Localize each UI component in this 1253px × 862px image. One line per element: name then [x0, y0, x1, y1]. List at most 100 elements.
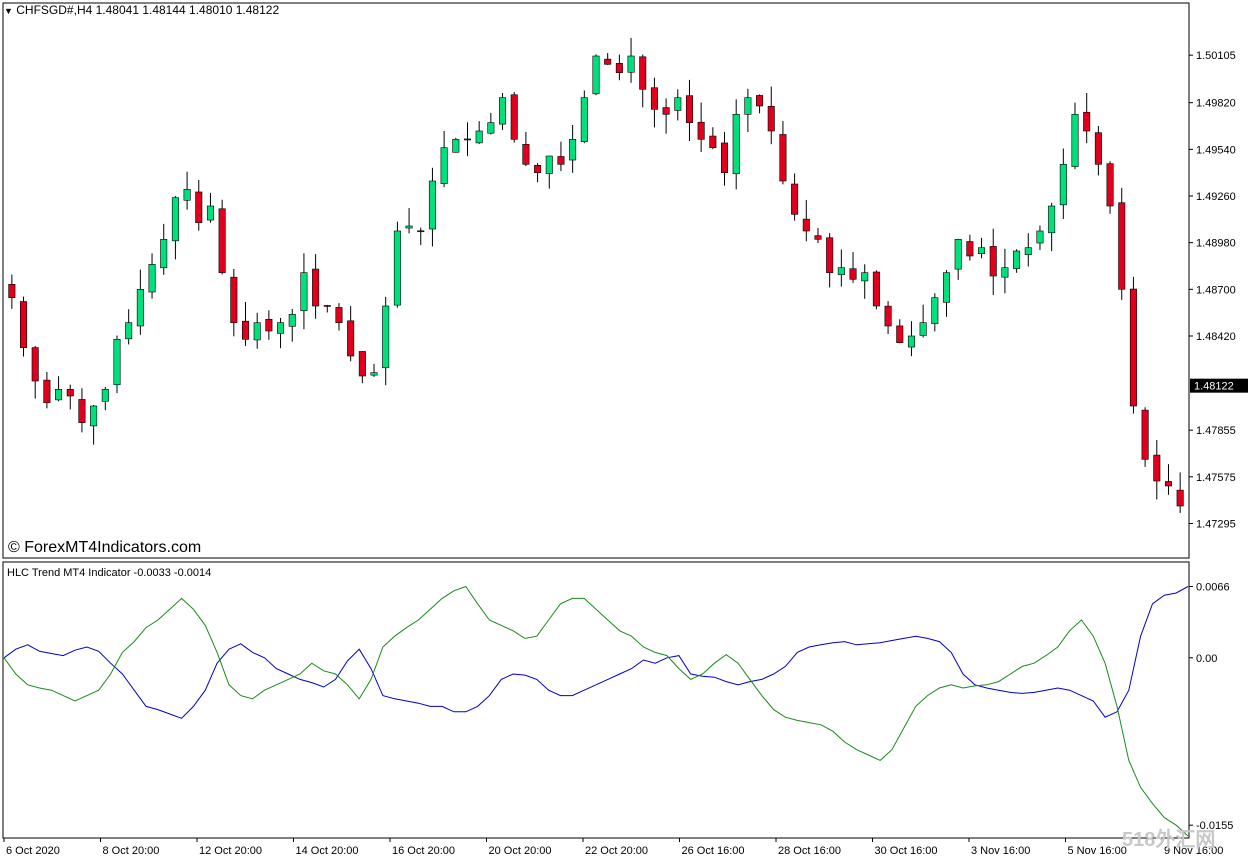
indicator-tick-label: 0.0066 [1196, 582, 1230, 594]
bull-candle [627, 55, 635, 73]
watermark: © ForexMT4Indicators.com [8, 539, 201, 556]
bear-candle [767, 106, 775, 132]
blue-indicator-line [3, 586, 1189, 719]
bull-candle [475, 130, 483, 144]
price-tick-label: 1.49540 [1196, 144, 1236, 156]
triangle-down-icon[interactable]: ▼ [4, 6, 13, 16]
bear-candle [966, 241, 974, 257]
bull-candle [1059, 164, 1067, 206]
bear-candle [31, 347, 39, 382]
bull-candle [113, 339, 121, 386]
indicator-title: HLC Trend MT4 Indicator -0.0033 -0.0014 [7, 567, 211, 579]
bull-candle [452, 139, 460, 153]
bear-candle [849, 268, 857, 280]
bull-candle [125, 322, 133, 340]
bear-candle [872, 271, 880, 307]
bull-candle [405, 225, 413, 229]
bull-candle [942, 272, 951, 303]
bear-candle [989, 246, 997, 277]
chart-header: ▼ CHFSGD#,H4 1.48041 1.48144 1.48010 1.4… [4, 3, 279, 17]
bull-candle [90, 405, 98, 427]
bear-candle [463, 138, 471, 141]
bull-candle [148, 264, 156, 293]
time-tick-label: 14 Oct 20:00 [296, 845, 359, 857]
bear-candle [417, 230, 425, 233]
bear-candle [779, 134, 787, 182]
bull-candle [206, 205, 214, 221]
time-tick-label: 12 Oct 20:00 [199, 845, 262, 857]
bear-candle [1153, 454, 1161, 482]
bull-candle [487, 122, 495, 134]
indicator-lines [3, 585, 1189, 837]
bear-candle [1164, 481, 1172, 487]
current-price-box [1190, 378, 1248, 393]
bear-candle [335, 307, 343, 323]
bull-candle [1024, 247, 1032, 255]
bull-candle [1036, 230, 1044, 244]
bull-candle [382, 305, 390, 369]
bull-candle [1071, 114, 1079, 167]
bear-candle [1106, 163, 1114, 207]
green-indicator-line [3, 585, 1189, 837]
bear-candle [709, 135, 717, 148]
bear-candle [230, 276, 238, 323]
time-tick-label: 6 Oct 2020 [6, 845, 60, 857]
bull-candle [592, 55, 600, 95]
bull-candle [101, 389, 109, 402]
bear-candle [756, 95, 764, 107]
bear-candle [826, 237, 834, 273]
price-tick-label: 1.47295 [1196, 519, 1236, 531]
price-tick-label: 1.48420 [1196, 331, 1236, 343]
candles [8, 37, 1184, 513]
bull-candle [55, 389, 63, 401]
bull-candle [136, 289, 144, 327]
bull-candle [300, 272, 308, 312]
bear-candle [896, 325, 904, 343]
indicator-tick-label: 0.00 [1196, 653, 1217, 665]
bull-candle [674, 97, 682, 111]
bull-candle [277, 322, 285, 334]
bull-candle [428, 180, 436, 230]
price-tick-label: 1.49820 [1196, 98, 1236, 110]
bear-candle [347, 320, 355, 357]
bear-candle [20, 301, 28, 348]
bull-candle [1013, 250, 1021, 269]
time-tick-label: 26 Oct 16:00 [682, 845, 745, 857]
bear-candle [685, 95, 693, 123]
bear-candle [195, 191, 203, 223]
bear-candle [66, 389, 74, 397]
bull-candle [1048, 205, 1056, 234]
bear-candle [510, 94, 518, 140]
time-tick-label: 5 Nov 16:00 [1068, 845, 1127, 857]
bull-candle [1001, 267, 1009, 278]
bull-candle [569, 139, 577, 161]
bull-candle [545, 155, 553, 174]
price-tick-label: 1.50105 [1196, 50, 1236, 62]
bull-candle [919, 322, 927, 336]
bear-candle [557, 156, 565, 165]
current-price-label: 1.48122 [1194, 381, 1234, 393]
bear-candle [1176, 489, 1184, 507]
bear-candle [1083, 111, 1091, 132]
time-tick-label: 28 Oct 16:00 [778, 845, 841, 857]
bull-candle [393, 230, 401, 306]
bear-candle [814, 235, 822, 240]
bull-candle [580, 97, 588, 142]
bull-candle [978, 247, 986, 254]
time-tick-label: 20 Oct 20:00 [489, 845, 552, 857]
price-tick-label: 1.48980 [1196, 238, 1236, 250]
corner-watermark: 518外汇网 [1122, 827, 1215, 851]
bull-candle [744, 97, 752, 115]
bull-candle [499, 97, 507, 125]
bull-candle [288, 314, 296, 327]
bull-candle [931, 297, 939, 324]
time-tick-label: 3 Nov 16:00 [971, 845, 1030, 857]
bull-candle [160, 239, 168, 269]
symbol-info: CHFSGD#,H4 1.48041 1.48144 1.48010 1.481… [16, 3, 280, 17]
bull-candle [183, 189, 191, 201]
bull-candle [171, 197, 179, 242]
bear-candle [615, 63, 623, 73]
bear-candle [791, 183, 799, 215]
bear-candle [241, 320, 250, 340]
